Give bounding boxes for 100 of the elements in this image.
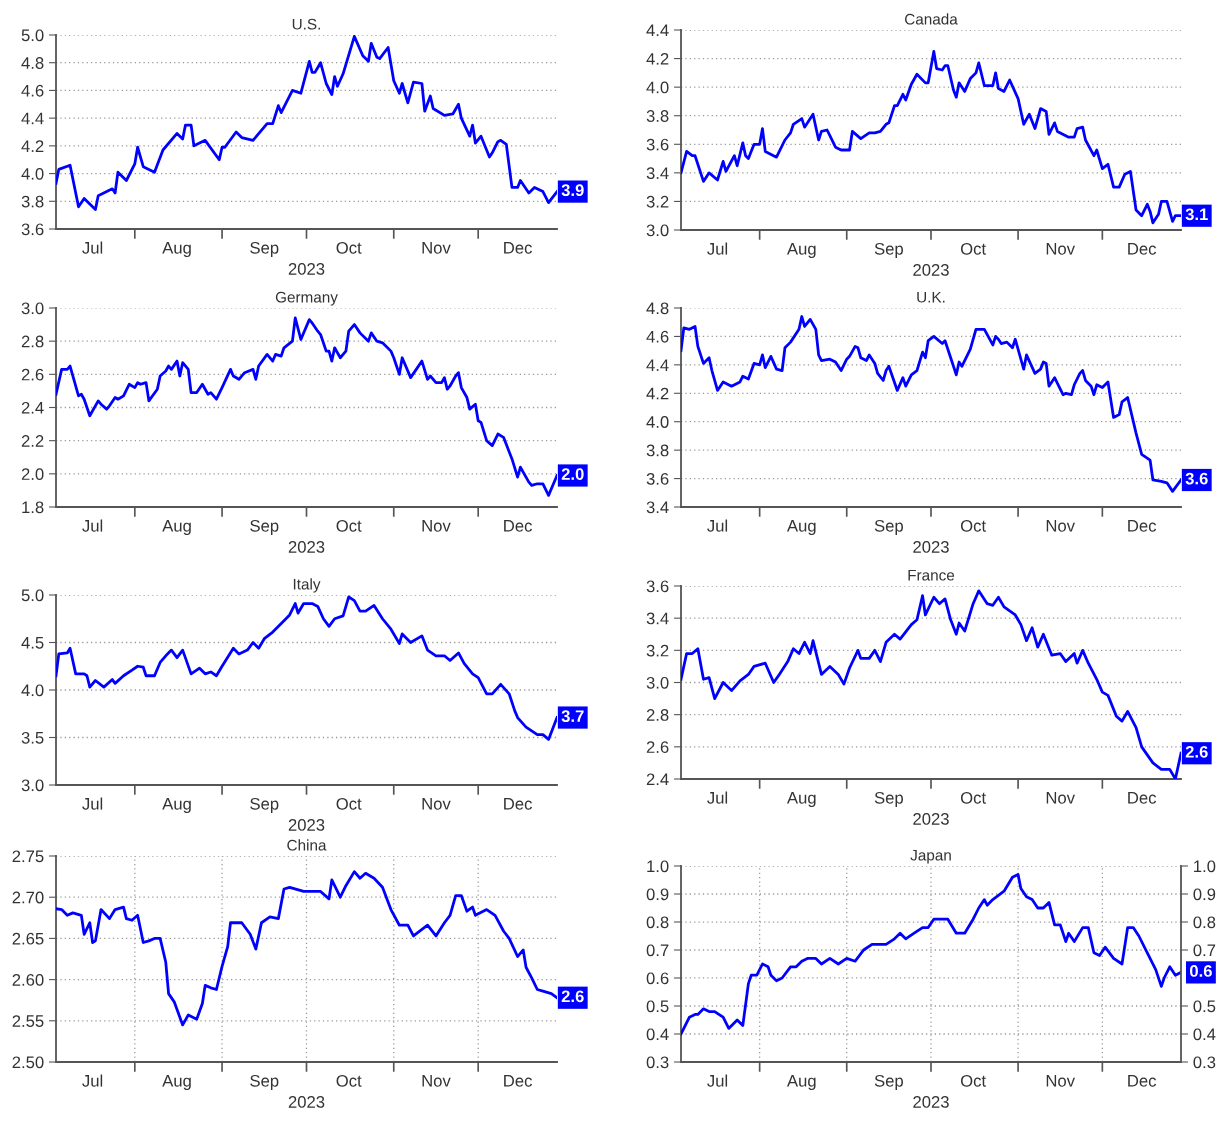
y-tick-label: 4.8: [21, 57, 44, 69]
x-tick-label: Sep: [250, 1074, 279, 1091]
y-tick-label: 2.2: [21, 435, 44, 447]
x-tick-label: Nov: [1046, 243, 1075, 255]
y-tick-label: 0.6: [646, 972, 669, 985]
annotation: 0.6: [1189, 965, 1212, 977]
x-tick-label: Dec: [504, 1075, 532, 1087]
x-tick-label: Jul: [82, 1074, 103, 1087]
x-axis-title: 2023: [288, 263, 325, 275]
y-tick-label: 2.6: [646, 741, 669, 754]
x-tick-label: Nov: [1046, 792, 1075, 804]
x-tick-label: Aug: [162, 798, 191, 814]
y2-tick-label: 0.8: [1193, 916, 1216, 929]
x-axis-title: 2023: [913, 264, 949, 276]
x-tick-label: Sep: [250, 241, 279, 258]
x-tick-label: Dec: [1128, 243, 1157, 255]
y2-tick-label: 0.3: [1193, 1056, 1216, 1069]
y-tick-label: 5.0: [21, 589, 44, 602]
x-axis-title: 2023: [913, 541, 949, 553]
annotation: 3.7: [561, 710, 584, 723]
x-axis-title: 2023: [288, 819, 325, 831]
x-tick-label: Dec: [504, 242, 532, 254]
chart-title: U.S.: [292, 18, 320, 30]
x-tick-label: Jul: [707, 519, 728, 532]
y-tick-label: 3.6: [21, 223, 44, 236]
x-tick-label: Aug: [162, 520, 191, 536]
y-tick-label: 5.0: [21, 29, 44, 42]
x-tick-label: Sep: [874, 1074, 903, 1091]
y-tick-label: 4.4: [646, 359, 669, 371]
y-tick-label: 4.5: [21, 637, 44, 649]
x-tick-label: Jul: [707, 1074, 728, 1087]
y-tick-label: 4.2: [646, 52, 669, 65]
x-tick-label: Oct: [336, 519, 362, 532]
y-tick-label: 2.65: [12, 932, 44, 945]
y-tick-label: 0.3: [646, 1056, 669, 1069]
y2-tick-label: 1.0: [1194, 860, 1216, 873]
y-tick-label: 3.8: [646, 444, 669, 457]
annotation: 3.1: [1185, 208, 1208, 221]
x-tick-label: Aug: [162, 1075, 191, 1091]
y-tick-label: 2.0: [21, 468, 44, 481]
y-tick-label: 2.50: [12, 1056, 44, 1069]
annotation: 3.6: [1185, 472, 1208, 485]
y-tick-label: 4.6: [21, 84, 44, 97]
x-tick-label: Oct: [960, 519, 986, 532]
x-tick-label: Aug: [162, 242, 191, 258]
y-tick-label: 1.0: [647, 860, 669, 873]
y-tick-label: 3.6: [646, 472, 669, 485]
y-tick-label: 3.6: [646, 138, 669, 151]
y-tick-label: 3.0: [21, 302, 44, 315]
x-tick-label: Nov: [1046, 1075, 1075, 1087]
x-tick-label: Jul: [707, 242, 728, 255]
x-tick-label: Sep: [874, 519, 903, 536]
x-tick-label: Oct: [336, 241, 362, 254]
y-tick-label: 3.4: [646, 501, 669, 514]
y-tick-label: 3.4: [646, 167, 669, 180]
y-tick-label: 3.2: [646, 644, 669, 657]
chart-title: U.K.: [917, 291, 945, 303]
x-tick-label: Aug: [786, 243, 816, 259]
y-tick-label: 4.0: [646, 81, 669, 94]
y-tick-label: 3.6: [646, 580, 669, 593]
x-tick-label: Dec: [1128, 1075, 1157, 1087]
x-tick-label: Jul: [82, 519, 103, 532]
y-tick-label: 4.2: [21, 140, 44, 152]
annotation: 2.6: [561, 990, 584, 1003]
chart-title: Germany: [275, 291, 338, 306]
y-tick-label: 4.0: [21, 167, 44, 180]
y-tick-label: 1.8: [22, 501, 44, 514]
y-tick-label: 2.75: [12, 850, 44, 863]
y-tick-label: 4.6: [646, 330, 669, 343]
y-tick-label: 2.8: [21, 335, 44, 348]
x-tick-label: Jul: [707, 791, 728, 804]
annotation: 2.6: [1185, 745, 1208, 758]
x-axis-title: 2023: [288, 1096, 325, 1108]
x-tick-label: Dec: [1128, 792, 1157, 804]
y-tick-label: 4.4: [21, 112, 44, 125]
y-tick-label: 4.0: [21, 684, 44, 697]
y-tick-label: 3.8: [646, 110, 669, 122]
y-tick-label: 0.8: [646, 916, 669, 929]
x-tick-label: Jul: [82, 797, 103, 810]
y-tick-label: 3.0: [21, 779, 44, 792]
y-tick-label: 3.8: [21, 195, 44, 208]
x-axis-title: 2023: [913, 813, 949, 825]
y-tick-label: 3.5: [21, 731, 44, 744]
x-tick-label: Oct: [336, 1074, 362, 1087]
y-tick-label: 4.0: [646, 416, 669, 428]
y-tick-label: 2.4: [646, 773, 669, 786]
annotation: 2.0: [561, 468, 584, 480]
x-tick-label: Sep: [250, 797, 279, 814]
y-tick-label: 2.8: [646, 709, 669, 721]
y-tick-label: 2.6: [21, 368, 44, 381]
y-tick-label: 0.4: [646, 1028, 669, 1041]
chart-title: Japan: [910, 849, 951, 864]
x-tick-label: Aug: [786, 1075, 816, 1091]
y-tick-label: 3.0: [646, 676, 669, 689]
x-tick-label: Nov: [1046, 520, 1075, 532]
x-tick-label: Dec: [1128, 520, 1157, 532]
line-series: [681, 873, 1181, 1036]
x-tick-label: Sep: [874, 791, 903, 808]
x-tick-label: Nov: [422, 242, 451, 254]
annotation: 3.9: [561, 184, 584, 197]
